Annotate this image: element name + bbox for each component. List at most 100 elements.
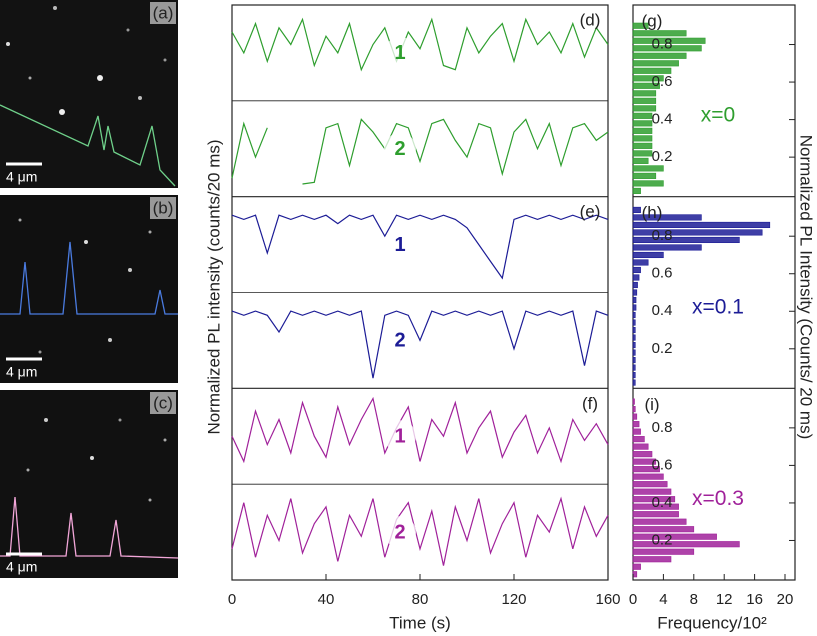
hist-bar [632,443,649,450]
hist-bar [632,281,638,289]
panel-label: (i) [644,395,659,414]
hist-bar [632,372,636,379]
hist-bar [632,157,649,164]
hist-bar [632,341,636,349]
label-box [150,2,176,24]
trace-badge [384,516,416,549]
hist-bar [632,466,660,473]
hist-bar [632,533,717,540]
label-box [150,197,176,219]
scale-label: 4 μm [6,364,37,380]
hist-bar [632,30,687,37]
x-tick-label: 160 [595,591,620,608]
hist-bar [632,458,657,465]
scale-label: 4 μm [6,169,37,185]
y-tick-label: 0.6 [652,456,673,473]
hist-bar [632,187,641,194]
hist-bar [632,556,672,563]
hist-bar [632,221,771,228]
image-a [0,0,178,188]
trace-line [231,17,609,72]
trace-line [231,121,268,179]
x-tick-label: 8 [690,591,698,608]
y-tick-label: 0.4 [652,111,673,128]
hist-bar [632,379,636,386]
y-tick-label: 0.2 [652,531,673,548]
hist-bar [632,548,695,555]
x-axis-label: Time (s) [389,613,451,632]
hist-bar [632,326,636,334]
hist-bar [632,488,672,495]
hist-bar [632,180,664,187]
hist-bar [632,541,740,548]
hist-bar [632,214,702,221]
hist-bar [632,97,657,104]
hist-bar [632,22,649,29]
trace-badge [384,324,416,357]
y-axis-label: Normalized PL Intensity (Counts/ 20 ms) [797,135,816,440]
hist-bar [632,319,636,326]
hist-bar [632,52,687,59]
annotation: x=0 [701,104,735,127]
x-tick-label: 120 [501,591,526,608]
panel-label: (e) [580,202,601,221]
y-tick-label: 0.2 [652,148,673,165]
hist-bar [632,251,664,259]
hist-bar [632,229,763,236]
panel-label: (d) [580,10,601,29]
label-box [150,392,176,414]
hist-bar [632,304,637,311]
hist-bar [632,150,653,157]
x-tick-label: 40 [318,591,335,608]
y-tick-label: 0.4 [652,302,673,319]
y-tick-label: 0.6 [652,73,673,90]
hist-bar [632,406,636,413]
hist-bar [632,311,636,319]
y-tick-label: 0.6 [652,265,673,282]
trace-number: 1 [394,234,405,256]
hist-bar [632,37,706,44]
hist-bar [632,206,641,213]
hist-bar [632,496,676,503]
hist-bar [632,127,653,134]
trace-badge [384,228,416,261]
y-tick-label: 0.2 [652,340,673,357]
x-tick-label: 20 [777,591,794,608]
trace-line [231,310,609,379]
panel-label: (b) [153,198,174,217]
trace-line [231,496,609,566]
hist-bar [632,142,653,149]
hist-bar [632,571,638,578]
hist-bar [632,503,679,510]
panel-label: (h) [642,203,663,222]
hist-bar [632,398,635,405]
hist-bar [632,436,645,443]
hist-bar [632,266,641,274]
hist-bar [632,274,640,281]
hist-bar [632,451,653,458]
trace-line [231,396,609,464]
annotation: x=0.3 [692,487,744,510]
hist-bar [632,334,636,341]
hist-bar [632,120,653,127]
y-tick-label: 0.4 [652,494,673,511]
image-c [0,390,179,578]
image-b [0,195,178,383]
hist-bar [632,481,668,488]
trace-line [231,214,609,280]
hist-bar [632,511,679,518]
trace-badge [384,132,416,165]
hist-bar [632,75,664,82]
hist-bar [632,236,740,244]
trace-line [302,118,609,185]
hist-bar [632,357,636,364]
y-tick-label: 0.8 [652,419,673,436]
hist-bar [632,82,660,89]
hist-bar [632,428,641,435]
x-axis-label: Frequency/10² [657,613,767,632]
x-tick-label: 16 [746,591,763,608]
scale-label: 4 μm [6,559,37,575]
trace-number: 1 [394,426,405,448]
panel-label: (c) [153,393,173,412]
